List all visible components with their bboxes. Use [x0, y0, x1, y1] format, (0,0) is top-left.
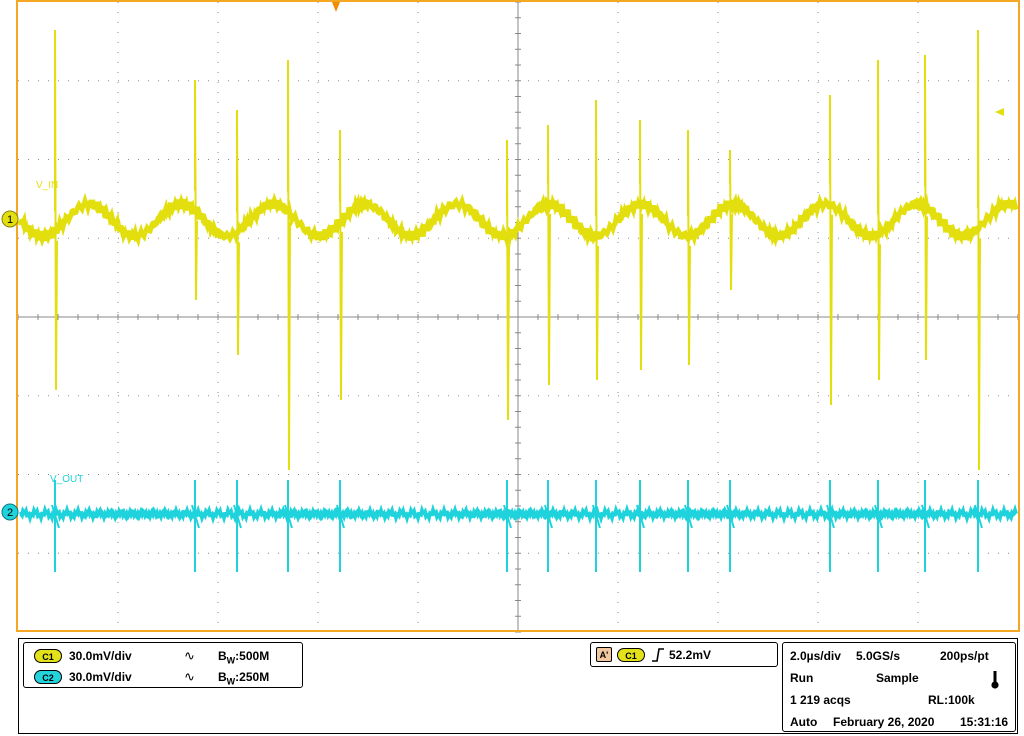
ch2-scale: 30.0mV/div	[69, 670, 132, 684]
ch1-spike	[639, 119, 643, 371]
ch1-trace-label: V_IN	[36, 180, 58, 191]
acq-mode: Sample	[876, 671, 919, 685]
ch2-spike	[636, 480, 645, 572]
ch2-badge[interactable]: C2	[34, 670, 62, 684]
ch2-spike	[874, 480, 883, 572]
thermometer-icon	[991, 671, 999, 689]
ch2-spike	[544, 480, 553, 572]
graticule: 1 2 V_IN V_OUT	[1, 0, 1020, 633]
ch1-spike	[877, 59, 881, 381]
ch1-spike	[194, 79, 198, 301]
ch2-spike	[684, 480, 693, 572]
ch1-ground-marker[interactable]: 1	[1, 210, 19, 228]
trigger-position-marker[interactable]	[332, 2, 340, 12]
grid-lines	[17, 1, 1019, 633]
ch2-spike	[336, 480, 345, 572]
ch1-spike	[506, 139, 510, 421]
ch1-spike	[339, 129, 343, 401]
resolution: 200ps/pt	[940, 649, 989, 663]
waveform-display[interactable]: 1 2 V_IN V_OUT	[0, 0, 1024, 634]
ch2-spike	[974, 480, 983, 572]
ch2-spike	[503, 480, 512, 572]
svg-text:1: 1	[7, 214, 13, 226]
vertical-settings-box[interactable]: C1 30.0mV/div ∿ BW:500M C2 30.0mV/div ∿ …	[23, 642, 303, 688]
ch1-spike	[829, 94, 833, 406]
trigger-settings-box[interactable]: A' C1 52.2mV	[590, 642, 778, 667]
ch2-spike	[233, 480, 242, 572]
ch1-spike	[236, 109, 240, 356]
ch2-spike	[921, 480, 930, 572]
ac-coupling-icon: ∿	[184, 648, 195, 663]
ch1-bandwidth: BW:500M	[218, 649, 270, 666]
sample-rate: 5.0GS/s	[856, 649, 901, 663]
ch2-spike	[826, 480, 835, 572]
ch1-spike	[547, 124, 551, 386]
record-length: RL:100k	[928, 693, 975, 707]
traces	[17, 29, 1019, 572]
ch1-spike	[54, 29, 58, 391]
trigger-level: 52.2mV	[669, 648, 712, 662]
acq-count: 1 219 acqs	[790, 693, 851, 707]
rising-edge-icon	[652, 648, 664, 662]
ch2-spike	[726, 480, 735, 572]
timebase: 2.0µs/div	[790, 649, 841, 663]
trigger-mode: Auto	[790, 715, 818, 729]
readout-panel: C1 30.0mV/div ∿ BW:500M C2 30.0mV/div ∿ …	[18, 638, 1018, 734]
svg-text:2: 2	[7, 507, 13, 519]
ac-coupling-icon: ∿	[184, 669, 195, 684]
ch2-spike	[592, 480, 601, 572]
ch2-ground-marker[interactable]: 2	[1, 503, 19, 521]
ch2-bandwidth: BW:250M	[218, 670, 270, 687]
ch1-spike	[687, 129, 691, 366]
trigger-level-marker[interactable]	[995, 108, 1004, 116]
ch1-spike	[729, 149, 733, 291]
ch1-spike	[977, 29, 981, 471]
ch1-trace	[17, 192, 1019, 249]
trigger-source-badge[interactable]: C1	[617, 648, 645, 662]
run-state: Run	[790, 671, 814, 685]
ch1-spike	[924, 54, 928, 361]
horizontal-acquisition-box[interactable]: 2.0µs/div 5.0GS/s 200ps/pt Run Sample 1 …	[782, 642, 1016, 732]
ch1-badge[interactable]: C1	[34, 649, 62, 663]
ch1-spike	[287, 59, 291, 471]
ch2-spike	[51, 480, 60, 572]
date: February 26, 2020	[833, 715, 935, 729]
ch1-scale: 30.0mV/div	[69, 649, 132, 663]
time: 15:31:16	[960, 715, 1009, 729]
ch2-trace-label: V_OUT	[50, 474, 83, 485]
ch2-trace	[18, 503, 1018, 525]
display-frame	[16, 0, 1020, 632]
ch2-spike	[191, 480, 200, 572]
trigger-a-badge: A'	[596, 647, 612, 662]
ch2-spike	[284, 480, 293, 572]
ch1-spike	[595, 99, 599, 381]
